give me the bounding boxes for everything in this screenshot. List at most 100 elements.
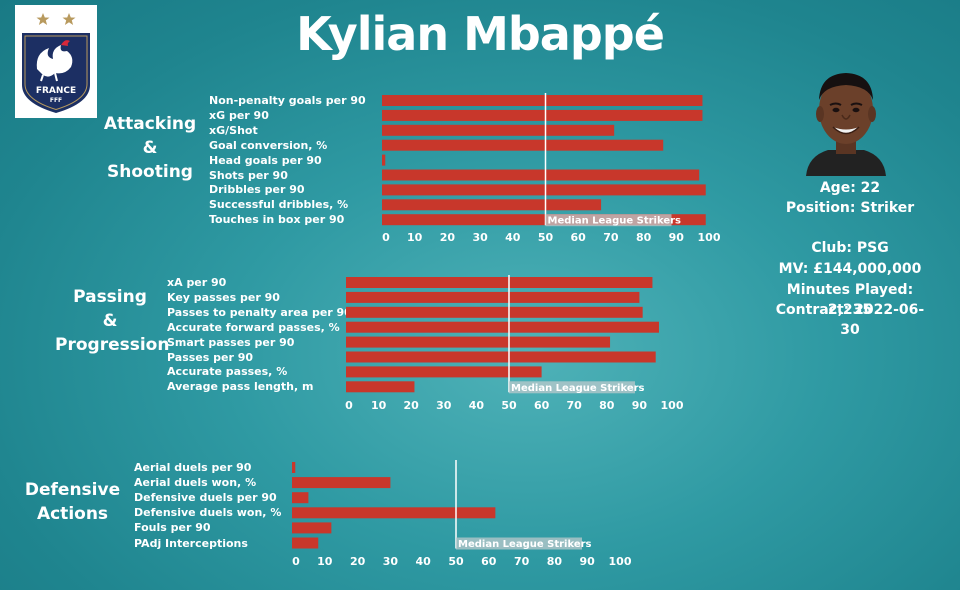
passing-bar xyxy=(346,336,611,348)
passing-metric-label: Passes per 90 xyxy=(167,350,254,364)
defensive-tick-label: 80 xyxy=(547,555,563,568)
section-label-passing: Passing & Progression xyxy=(55,285,170,357)
defensive-tick-label: 10 xyxy=(317,555,333,568)
passing-bar xyxy=(346,321,659,333)
passing-tick-label: 20 xyxy=(404,399,420,412)
section-label-line: Shooting xyxy=(107,162,193,182)
section-label-line: Defensive xyxy=(24,480,121,500)
attacking-tick-label: 90 xyxy=(669,231,685,244)
passing-chart: Median League Strikers 0 10 20 30 40 50 60 70 80 9… xyxy=(345,275,684,412)
attacking-tick-label: 50 xyxy=(538,231,554,244)
defensive-bar xyxy=(292,462,296,473)
passing-metric-label: Smart passes per 90 xyxy=(167,335,295,349)
passing-tick-label: 70 xyxy=(567,399,583,412)
defensive-bar xyxy=(292,477,391,489)
defensive-median-label: Median League Strikers xyxy=(458,539,592,550)
passing-metric-label: Key passes per 90 xyxy=(167,290,280,304)
attacking-tick-label: 80 xyxy=(636,231,652,244)
attacking-tick-label: 10 xyxy=(407,231,423,244)
defensive-metric-label: Aerial duels won, % xyxy=(134,476,257,490)
section-label-line: Passing xyxy=(73,287,147,307)
fff-logo: FRANCE FFF xyxy=(15,5,97,118)
defensive-metric-label: Defensive duels won, % xyxy=(134,506,282,520)
passing-tick-label: 80 xyxy=(599,399,615,412)
passing-metric-label: Accurate forward passes, % xyxy=(167,320,340,334)
defensive-tick-label: 70 xyxy=(514,555,530,568)
attacking-median-label: Median League Strikers xyxy=(548,216,682,227)
passing-tick-label: 100 xyxy=(661,399,684,412)
rooster-crest-icon: FRANCE FFF xyxy=(22,13,90,113)
attacking-bar xyxy=(382,154,386,166)
attacking-tick-label: 40 xyxy=(505,231,521,244)
passing-bar xyxy=(346,351,656,363)
attacking-bar xyxy=(382,214,706,226)
passing-metric-label: xA per 90 xyxy=(167,276,227,289)
player-club: Club: PSG xyxy=(811,240,889,256)
passing-tick-label: 40 xyxy=(469,399,485,412)
defensive-tick-label: 20 xyxy=(350,555,366,568)
section-label-line: Progression xyxy=(55,335,170,355)
passing-bar xyxy=(346,306,643,318)
defensive-metric-label: Fouls per 90 xyxy=(134,521,211,535)
passing-tick-label: 10 xyxy=(371,399,387,412)
defensive-metric-label: Aerial duels per 90 xyxy=(134,461,252,474)
defensive-tick-label: 30 xyxy=(383,555,399,568)
attacking-bar xyxy=(382,124,615,136)
attacking-metric-label: Goal conversion, % xyxy=(209,138,328,152)
passing-metric-label: Accurate passes, % xyxy=(167,365,288,379)
attacking-tick-label: 60 xyxy=(571,231,587,244)
passing-bar xyxy=(346,381,415,393)
attacking-tick-label: 20 xyxy=(440,231,456,244)
attacking-metric-label: xG per 90 xyxy=(209,108,269,122)
attacking-bar xyxy=(382,139,664,151)
passing-tick-label: 0 xyxy=(345,399,353,412)
defensive-bar xyxy=(292,522,332,534)
attacking-bar xyxy=(382,169,700,181)
attacking-bar xyxy=(382,199,602,211)
defensive-tick-label: 0 xyxy=(292,555,300,568)
defensive-metric-label: Defensive duels per 90 xyxy=(134,491,277,505)
passing-bar xyxy=(346,277,653,288)
defensive-tick-label: 40 xyxy=(416,555,432,568)
section-label-attacking: Attacking & Shooting xyxy=(100,112,200,184)
attacking-metric-label: Non-penalty goals per 90 xyxy=(209,94,366,107)
section-label-line: & xyxy=(142,138,158,158)
attacking-metric-label: Dribbles per 90 xyxy=(209,183,305,197)
attacking-metric-label: Touches in box per 90 xyxy=(209,213,345,227)
defensive-tick-label: 60 xyxy=(481,555,497,568)
defensive-median-label-bg xyxy=(456,537,582,550)
attacking-metric-label: Head goals per 90 xyxy=(209,153,322,167)
passing-tick-label: 50 xyxy=(501,399,517,412)
section-label-line: Attacking xyxy=(103,114,197,134)
attacking-metric-label: Successful dribbles, % xyxy=(209,198,349,212)
attacking-chart: Median League Strikers 0 10 20 30 40 50 60 70 80 9… xyxy=(382,93,721,244)
player-minutes: Minutes Played: 2,235 xyxy=(786,282,914,318)
player-photo xyxy=(802,60,890,176)
defensive-tick-label: 100 xyxy=(609,555,632,568)
section-label-defensive: Defensive Actions xyxy=(20,478,125,526)
defensive-bar xyxy=(292,507,496,519)
attacking-bar xyxy=(382,184,706,196)
attacking-metric-label: xG/Shot xyxy=(209,123,258,137)
attacking-median-label-bg xyxy=(545,214,672,227)
page-title: Kylian Mbappé xyxy=(296,7,665,61)
player-age: Age: 22 xyxy=(819,180,881,196)
defensive-bar xyxy=(292,492,309,504)
passing-metric-label: Average pass length, m xyxy=(167,380,314,394)
passing-median-label-bg xyxy=(509,381,635,394)
defensive-tick-label: 90 xyxy=(580,555,596,568)
passing-tick-label: 30 xyxy=(436,399,452,412)
defensive-metric-label: PAdj Interceptions xyxy=(134,536,248,550)
section-label-line: & xyxy=(102,311,118,331)
logo-text: FRANCE xyxy=(36,86,76,96)
attacking-tick-label: 70 xyxy=(603,231,619,244)
attacking-tick-label: 100 xyxy=(698,231,721,244)
attacking-bar xyxy=(382,109,703,121)
player-contract: Contract: 2022-06-30 xyxy=(775,302,925,338)
player-position: Position: Striker xyxy=(785,200,915,216)
passing-tick-label: 90 xyxy=(632,399,648,412)
player-market-value: MV: £144,000,000 xyxy=(778,261,922,277)
passing-median-label: Median League Strikers xyxy=(511,383,645,394)
attacking-tick-label: 0 xyxy=(382,231,390,244)
